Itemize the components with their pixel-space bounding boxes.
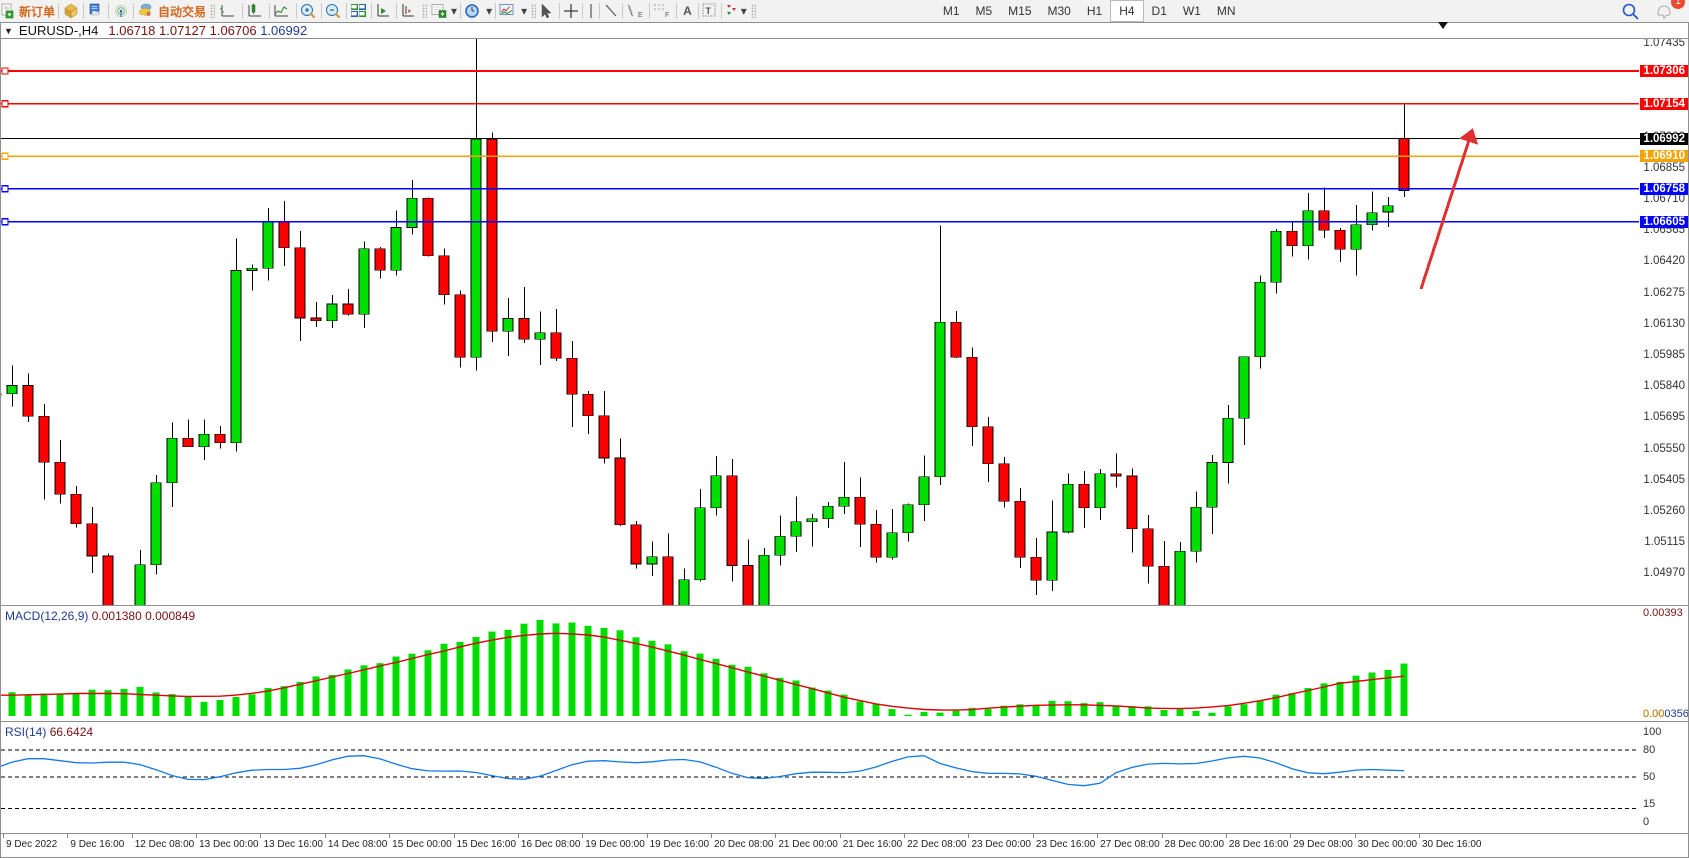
svg-text:T: T [705, 6, 711, 16]
svg-text:E: E [638, 12, 643, 19]
svg-text:F: F [665, 12, 669, 19]
